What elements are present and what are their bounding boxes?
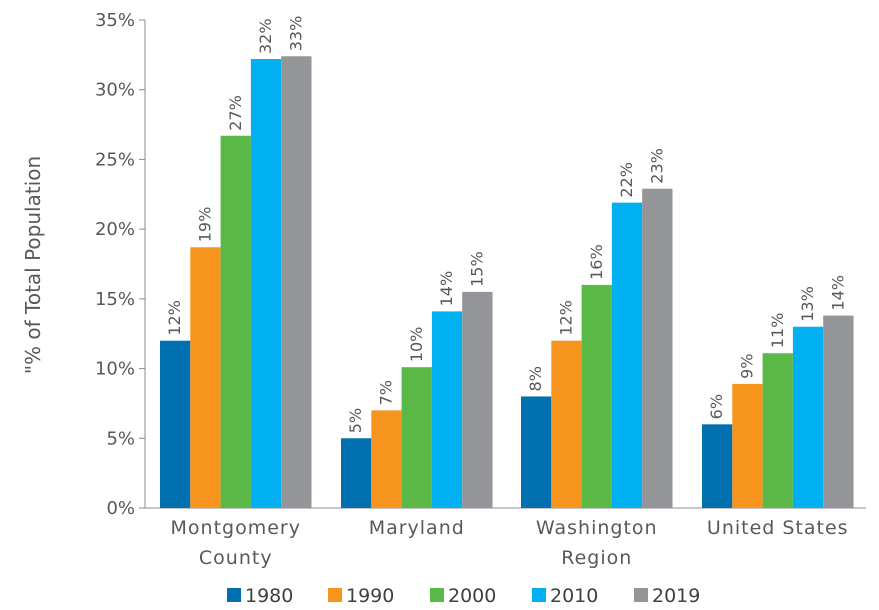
legend-swatch-2019 <box>634 588 648 602</box>
data-label: 12% <box>556 300 575 336</box>
data-label: 14% <box>828 275 847 311</box>
y-tick-label: 25% <box>95 149 135 170</box>
bar-2019 <box>642 188 673 509</box>
data-label: 27% <box>226 95 245 131</box>
data-label: 33% <box>286 16 305 52</box>
x-category-label: Region <box>561 547 632 569</box>
y-tick-label: 0% <box>106 498 135 519</box>
bar-2000 <box>220 135 251 508</box>
bar-1980 <box>521 396 552 508</box>
bar-2000 <box>762 353 793 508</box>
y-tick-label: 20% <box>95 219 135 240</box>
bar-1990 <box>371 410 402 508</box>
x-category-label: County <box>199 547 273 569</box>
bar-2000 <box>581 284 612 508</box>
y-tick-label: 10% <box>95 359 135 380</box>
x-category-label: Maryland <box>369 517 465 539</box>
bar-2019 <box>281 56 312 508</box>
data-label: 22% <box>617 162 636 198</box>
y-axis-label: "% of Total Population <box>21 156 45 374</box>
legend-label: 1990 <box>346 585 394 607</box>
bar-2010 <box>250 59 282 508</box>
legend-swatch-1990 <box>328 588 342 602</box>
data-label: 10% <box>407 327 426 363</box>
legend-label: 2000 <box>448 585 496 607</box>
data-label: 15% <box>467 251 486 287</box>
legend-swatch-1980 <box>227 588 241 602</box>
data-label: 12% <box>165 300 184 336</box>
data-label: 8% <box>526 366 545 391</box>
data-label: 6% <box>707 394 726 419</box>
y-tick-label: 5% <box>106 428 135 449</box>
x-category-label: Washington <box>536 517 658 539</box>
legend-label: 2019 <box>652 585 700 607</box>
bar-1980 <box>160 340 191 508</box>
bar-2019 <box>462 291 493 508</box>
data-label: 14% <box>437 271 456 307</box>
bar-2010 <box>431 311 463 508</box>
data-label: 32% <box>256 18 275 54</box>
bar-2010 <box>792 326 824 508</box>
legend-swatch-2000 <box>430 588 444 602</box>
bar-2010 <box>611 202 643 508</box>
data-label: 9% <box>737 354 756 379</box>
bar-2019 <box>823 315 854 508</box>
x-category-label: United States <box>707 517 849 539</box>
data-label: 7% <box>376 380 395 405</box>
data-label: 13% <box>798 286 817 322</box>
legend-label: 1980 <box>245 585 293 607</box>
data-label: 16% <box>587 244 606 280</box>
legend-label: 2010 <box>550 585 598 607</box>
bar-1980 <box>341 438 372 508</box>
data-label: 19% <box>195 207 214 243</box>
legend-swatch-2010 <box>532 588 546 602</box>
y-tick-label: 35% <box>95 10 135 31</box>
data-label: 23% <box>647 148 666 184</box>
x-category-label: Montgomery <box>171 517 301 539</box>
y-tick-label: 15% <box>95 289 135 310</box>
bar-2000 <box>401 367 432 508</box>
bar-1990 <box>190 247 221 509</box>
bar-1990 <box>551 340 582 508</box>
bar-1980 <box>702 424 733 508</box>
data-label: 5% <box>346 408 365 433</box>
bar-1990 <box>732 383 763 508</box>
data-label: 11% <box>768 313 787 349</box>
y-tick-label: 30% <box>95 80 135 101</box>
